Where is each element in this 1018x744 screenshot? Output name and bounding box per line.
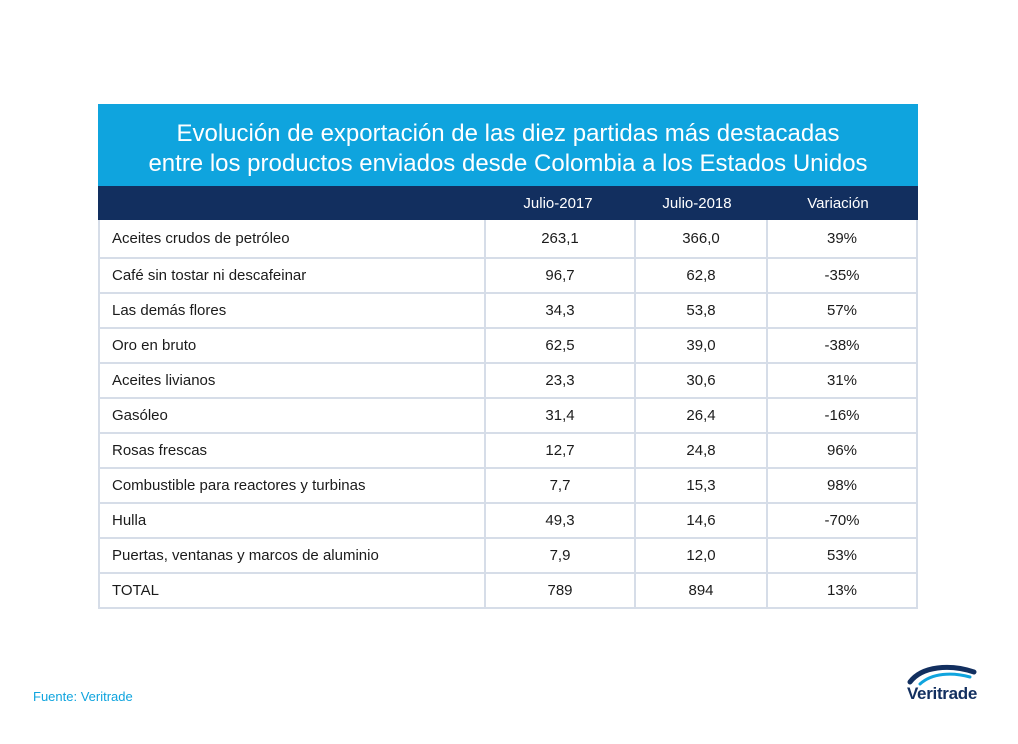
cell-julio-2017: 49,3 [486, 504, 636, 537]
table-body: Aceites crudos de petróleo 263,1 366,0 39% C… [98, 220, 918, 609]
cell-variacion: -16% [824, 407, 860, 424]
cell-julio-2017: 31,4 [486, 399, 636, 432]
table-row: Café sin tostar ni descafeinar 96,7 62,8 -3… [100, 259, 916, 294]
cell-variacion: 57% [826, 302, 858, 319]
table-title-line-1: Evolución de exportación de las diez par… [176, 120, 840, 147]
cell-julio-2017: 789 [486, 574, 636, 607]
table-row: Gasóleo 31,4 26,4 -16% [100, 399, 916, 434]
cell-julio-2017: 62,5 [486, 329, 636, 362]
cell-product: Las demás flores [100, 294, 486, 327]
cell-product: Aceites crudos de petróleo [100, 220, 486, 257]
table-row: Aceites livianos 23,3 30,6 31% [100, 364, 916, 399]
cell-product: Puertas, ventanas y marcos de aluminio [100, 539, 486, 572]
cell-julio-2018: 15,3 [636, 469, 768, 502]
cell-product: Gasóleo [100, 399, 486, 432]
cell-julio-2017: 7,7 [486, 469, 636, 502]
cell-julio-2017: 263,1 [486, 220, 636, 257]
cell-julio-2018: 12,0 [636, 539, 768, 572]
table-row: Aceites crudos de petróleo 263,1 366,0 39% [100, 220, 916, 259]
cell-julio-2018: 26,4 [636, 399, 768, 432]
cell-variacion: -38% [824, 337, 860, 354]
source-note: Fuente: Veritrade [33, 689, 133, 704]
cell-product: Café sin tostar ni descafeinar [100, 259, 486, 292]
veritrade-logo: Veritrade [898, 664, 986, 712]
cell-julio-2018: 14,6 [636, 504, 768, 537]
logo-text: Veritrade [906, 684, 978, 703]
table-title-bar: Evolución de exportación de las diez par… [98, 104, 918, 186]
header-cell-julio-2018: Julio-2018 [662, 194, 732, 212]
cell-julio-2018: 39,0 [636, 329, 768, 362]
cell-product: Oro en bruto [100, 329, 486, 362]
table-row: Combustible para reactores y turbinas 7,7… [100, 469, 916, 504]
cell-julio-2018: 366,0 [636, 220, 768, 257]
header-cell-product [98, 186, 484, 220]
cell-julio-2018: 30,6 [636, 364, 768, 397]
table-row: TOTAL 789 894 13% [100, 574, 916, 607]
cell-julio-2017: 7,9 [486, 539, 636, 572]
table-row: Rosas frescas 12,7 24,8 96% [100, 434, 916, 469]
table-row: Oro en bruto 62,5 39,0 -38% [100, 329, 916, 364]
cell-julio-2017: 96,7 [486, 259, 636, 292]
cell-variacion: -70% [824, 512, 860, 529]
cell-variacion: 39% [826, 230, 858, 247]
cell-product: TOTAL [100, 574, 486, 607]
cell-julio-2018: 53,8 [636, 294, 768, 327]
header-cell-variacion: Variación [807, 194, 869, 212]
table-row: Hulla 49,3 14,6 -70% [100, 504, 916, 539]
header-cell-julio-2017: Julio-2017 [523, 194, 593, 212]
cell-variacion: 13% [826, 582, 858, 599]
cell-julio-2018: 24,8 [636, 434, 768, 467]
export-table-card: Evolución de exportación de las diez par… [98, 104, 918, 609]
table-row: Puertas, ventanas y marcos de aluminio 7,… [100, 539, 916, 574]
cell-variacion: 98% [826, 477, 858, 494]
veritrade-swoosh-icon [907, 664, 977, 686]
cell-variacion: -35% [824, 267, 860, 284]
table-title-line-2: entre los productos enviados desde Colom… [148, 150, 868, 177]
cell-product: Aceites livianos [100, 364, 486, 397]
cell-product: Rosas frescas [100, 434, 486, 467]
cell-julio-2017: 34,3 [486, 294, 636, 327]
cell-variacion: 96% [826, 442, 858, 459]
table-header-row: Julio-2017 Julio-2018 Variación [98, 186, 918, 220]
cell-julio-2017: 12,7 [486, 434, 636, 467]
table-row: Las demás flores 34,3 53,8 57% [100, 294, 916, 329]
cell-variacion: 31% [826, 372, 858, 389]
cell-product: Hulla [100, 504, 486, 537]
cell-julio-2018: 62,8 [636, 259, 768, 292]
cell-product: Combustible para reactores y turbinas [100, 469, 486, 502]
cell-julio-2018: 894 [636, 574, 768, 607]
cell-variacion: 53% [826, 547, 858, 564]
cell-julio-2017: 23,3 [486, 364, 636, 397]
